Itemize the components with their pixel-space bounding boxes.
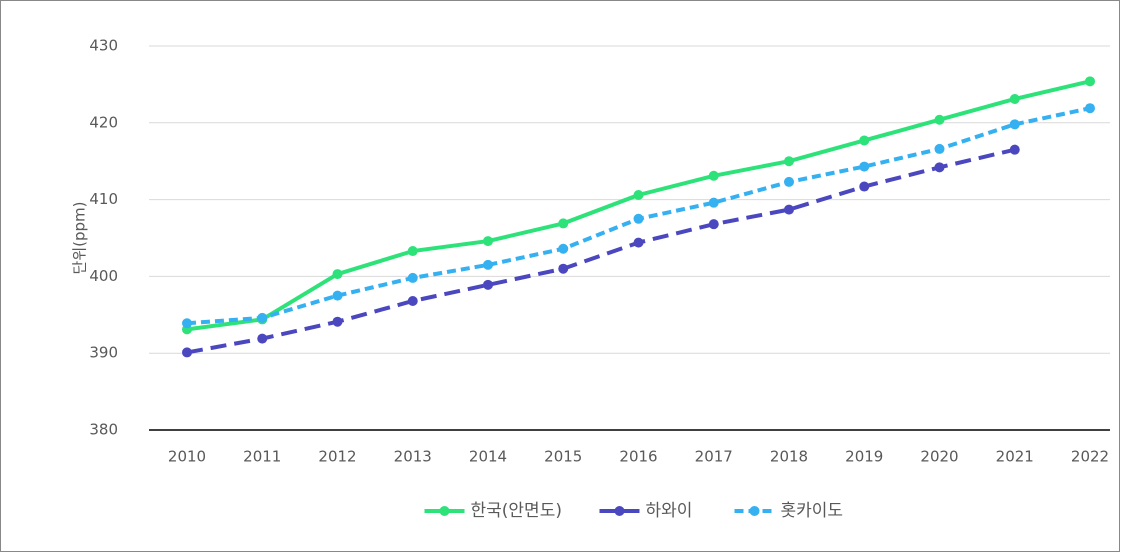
data-point — [257, 312, 268, 323]
x-tick-label: 2011 — [243, 448, 281, 466]
y-tick-label: 410 — [89, 190, 118, 208]
data-point — [633, 189, 644, 200]
y-tick-label: 380 — [89, 421, 118, 439]
legend-marker — [614, 506, 625, 516]
legend-label: 하와이 — [646, 501, 693, 521]
data-point — [934, 162, 945, 173]
x-tick-label: 2015 — [544, 448, 582, 466]
y-axis-label: 단위(ppm) — [71, 202, 89, 275]
y-tick-label: 400 — [89, 267, 118, 285]
x-tick-label: 2019 — [845, 448, 883, 466]
data-point — [182, 347, 192, 358]
data-point — [1009, 93, 1020, 104]
data-point — [1085, 76, 1095, 87]
data-point — [859, 135, 870, 146]
data-point — [483, 236, 493, 247]
data-point — [407, 295, 418, 306]
data-point — [708, 170, 719, 181]
legend-marker — [439, 506, 450, 516]
x-tick-label: 2013 — [394, 448, 432, 466]
legend-marker — [749, 506, 760, 516]
data-point — [1009, 119, 1020, 130]
data-point — [1085, 103, 1095, 114]
data-point — [483, 279, 493, 290]
data-point — [859, 161, 870, 172]
data-point — [784, 176, 794, 187]
data-point — [558, 263, 569, 274]
data-point — [784, 156, 794, 167]
data-point — [332, 269, 343, 280]
data-point — [859, 181, 870, 192]
x-tick-label: 2012 — [318, 448, 356, 466]
data-point — [708, 219, 719, 230]
data-point — [558, 218, 569, 229]
legend-label: 홋카이도 — [781, 501, 844, 521]
data-point — [934, 114, 945, 125]
data-point — [633, 237, 644, 248]
data-point — [332, 316, 343, 327]
data-point — [558, 243, 569, 254]
data-point — [1009, 144, 1020, 155]
x-tick-label: 2022 — [1071, 448, 1109, 466]
data-point — [483, 259, 493, 270]
data-point — [708, 197, 719, 208]
y-tick-label: 420 — [89, 113, 118, 131]
x-tick-label: 2017 — [695, 448, 733, 466]
data-point — [407, 272, 418, 283]
data-point — [182, 318, 192, 329]
x-tick-label: 2020 — [920, 448, 958, 466]
y-tick-label: 430 — [89, 37, 118, 55]
data-point — [332, 290, 343, 301]
x-tick-label: 2016 — [619, 448, 657, 466]
data-point — [934, 143, 945, 154]
data-point — [633, 213, 644, 224]
x-tick-label: 2021 — [996, 448, 1034, 466]
x-tick-label: 2010 — [168, 448, 206, 466]
data-point — [784, 204, 794, 215]
x-tick-label: 2014 — [469, 448, 507, 466]
series-line — [186, 147, 1016, 355]
legend-label: 한국(안면도) — [471, 501, 562, 521]
y-tick-label: 390 — [89, 344, 118, 362]
data-point — [257, 333, 268, 344]
x-tick-label: 2018 — [770, 448, 808, 466]
data-point — [407, 246, 418, 257]
